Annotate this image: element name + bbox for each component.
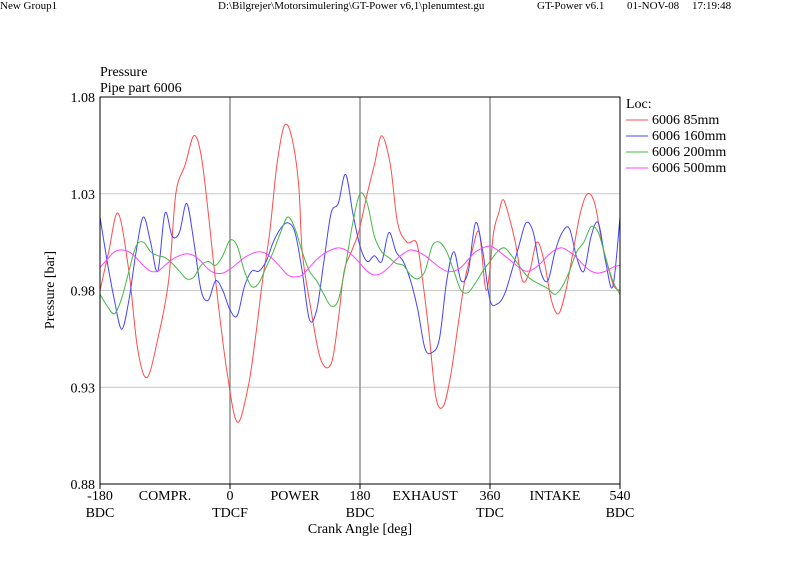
file-path: D:\Bilgrejer\Motorsimulering\GT-Power v6…	[218, 0, 485, 12]
chart-subtitle: Pipe part 6006	[100, 81, 182, 96]
plot-time: 17:19:48	[692, 0, 732, 12]
x-tick-label: -180	[87, 489, 113, 504]
app-version: GT-Power v6.1	[537, 0, 605, 12]
x-tick-sublabel: TDC	[476, 506, 504, 521]
x-tick-sublabel: BDC	[606, 506, 635, 521]
x-tick-sublabel: BDC	[346, 506, 375, 521]
x-tick-label: 540	[610, 489, 631, 504]
legend-label: 6006 500mm	[652, 161, 726, 176]
group-name: New Group1	[0, 0, 58, 12]
x-tick-sublabel: BDC	[86, 506, 115, 521]
stroke-label: EXHAUST	[392, 489, 458, 504]
y-tick-label: 1.03	[71, 188, 96, 203]
stroke-label: COMPR.	[139, 489, 192, 504]
chart-title: Pressure	[100, 65, 147, 80]
legend-label: 6006 85mm	[652, 113, 719, 128]
x-tick-label: 360	[480, 489, 501, 504]
series-line	[99, 173, 621, 355]
x-axis-label: Crank Angle [deg]	[308, 522, 412, 537]
stroke-label: INTAKE	[530, 489, 581, 504]
legend-title: Loc:	[626, 97, 652, 112]
y-tick-label: 0.93	[71, 381, 96, 396]
plot-date: 01-NOV-08	[627, 0, 680, 12]
legend-label: 6006 200mm	[652, 145, 726, 160]
x-tick-label: 180	[350, 489, 371, 504]
y-tick-label: 0.88	[71, 478, 96, 493]
series-line	[99, 192, 621, 315]
window-header: New Group1 D:\Bilgrejer\Motorsimulering\…	[0, 0, 800, 14]
x-tick-label: 0	[227, 489, 234, 504]
y-axis-label: Pressure [bar]	[43, 251, 58, 329]
x-tick-sublabel: TDCF	[212, 506, 248, 521]
series-line	[99, 123, 621, 423]
y-tick-label: 1.08	[71, 91, 96, 106]
stroke-label: POWER	[271, 489, 321, 504]
series-line	[99, 245, 621, 278]
legend-label: 6006 160mm	[652, 129, 726, 144]
y-tick-label: 0.98	[71, 285, 96, 300]
